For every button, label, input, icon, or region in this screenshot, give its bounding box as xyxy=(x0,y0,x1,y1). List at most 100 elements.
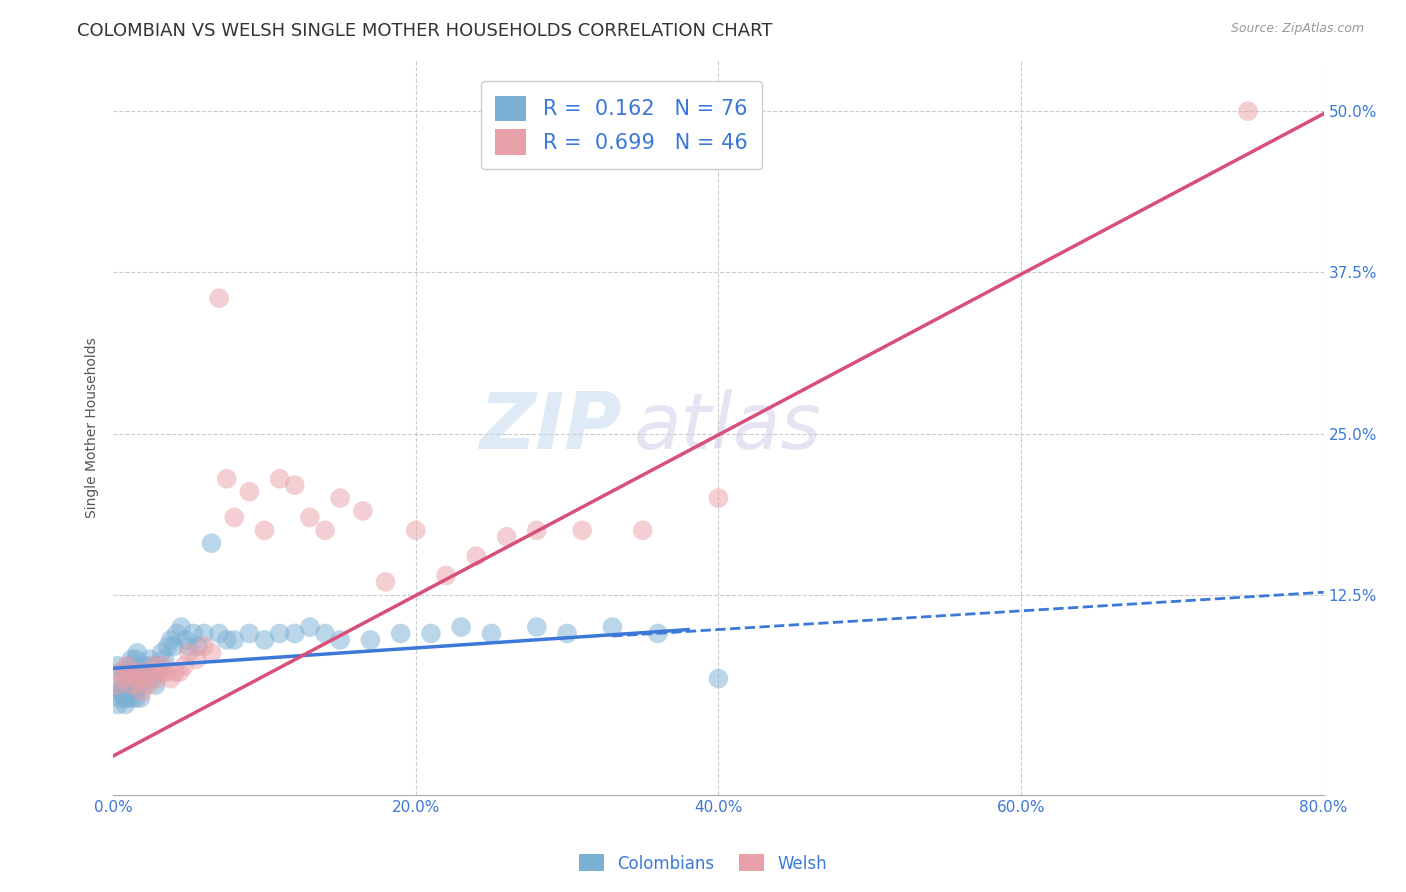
Point xyxy=(707,491,730,505)
Point xyxy=(128,665,150,680)
Point xyxy=(107,678,129,692)
Point xyxy=(145,678,167,692)
Point xyxy=(146,665,169,680)
Point xyxy=(159,672,181,686)
Point xyxy=(329,632,352,647)
Point xyxy=(139,665,162,680)
Text: COLOMBIAN VS WELSH SINGLE MOTHER HOUSEHOLDS CORRELATION CHART: COLOMBIAN VS WELSH SINGLE MOTHER HOUSEHO… xyxy=(77,22,773,40)
Point xyxy=(352,504,374,518)
Point xyxy=(215,472,238,486)
Point xyxy=(169,665,191,680)
Point xyxy=(117,684,139,698)
Point xyxy=(253,524,276,538)
Point xyxy=(120,652,142,666)
Point xyxy=(208,291,231,305)
Point xyxy=(124,665,146,680)
Point xyxy=(200,536,222,550)
Point xyxy=(707,672,730,686)
Point xyxy=(526,524,548,538)
Point xyxy=(121,678,143,692)
Legend: R =  0.162   N = 76, R =  0.699   N = 46: R = 0.162 N = 76, R = 0.699 N = 46 xyxy=(481,81,762,169)
Point xyxy=(434,568,457,582)
Point xyxy=(238,484,260,499)
Point xyxy=(284,626,307,640)
Point xyxy=(148,658,170,673)
Point xyxy=(129,690,152,705)
Point xyxy=(120,690,142,705)
Text: Source: ZipAtlas.com: Source: ZipAtlas.com xyxy=(1230,22,1364,36)
Point xyxy=(111,678,134,692)
Point xyxy=(631,524,654,538)
Point xyxy=(571,524,593,538)
Point xyxy=(118,658,141,673)
Point xyxy=(149,665,172,680)
Point xyxy=(186,652,208,666)
Point xyxy=(107,698,129,712)
Point xyxy=(112,672,135,686)
Point xyxy=(132,678,155,692)
Point xyxy=(215,632,238,647)
Point xyxy=(177,640,200,654)
Point xyxy=(117,678,139,692)
Point xyxy=(108,690,131,705)
Point xyxy=(314,626,336,640)
Point xyxy=(224,632,246,647)
Point xyxy=(121,672,143,686)
Point xyxy=(481,626,503,640)
Point xyxy=(163,640,186,654)
Point xyxy=(177,646,200,660)
Point xyxy=(128,672,150,686)
Point xyxy=(118,678,141,692)
Point xyxy=(359,632,381,647)
Point xyxy=(156,640,179,654)
Point xyxy=(152,658,174,673)
Point xyxy=(238,626,260,640)
Point xyxy=(134,672,156,686)
Text: ZIP: ZIP xyxy=(479,389,621,465)
Point xyxy=(141,672,163,686)
Point xyxy=(121,684,143,698)
Point xyxy=(173,658,195,673)
Point xyxy=(269,472,291,486)
Y-axis label: Single Mother Households: Single Mother Households xyxy=(86,337,100,517)
Point xyxy=(127,684,149,698)
Point xyxy=(526,620,548,634)
Point xyxy=(166,626,188,640)
Legend: Colombians, Welsh: Colombians, Welsh xyxy=(572,847,834,880)
Point xyxy=(112,678,135,692)
Point xyxy=(159,632,181,647)
Point xyxy=(495,530,517,544)
Point xyxy=(138,652,160,666)
Point xyxy=(131,684,153,698)
Point xyxy=(208,626,231,640)
Point xyxy=(329,491,352,505)
Point xyxy=(465,549,488,563)
Point xyxy=(602,620,624,634)
Point xyxy=(110,684,132,698)
Point xyxy=(419,626,441,640)
Point xyxy=(284,478,307,492)
Point xyxy=(174,632,197,647)
Point xyxy=(193,626,215,640)
Point xyxy=(314,524,336,538)
Point xyxy=(298,620,321,634)
Point xyxy=(389,626,412,640)
Point xyxy=(143,658,166,673)
Point xyxy=(125,652,148,666)
Point xyxy=(125,672,148,686)
Point xyxy=(129,665,152,680)
Point xyxy=(153,652,176,666)
Text: atlas: atlas xyxy=(634,389,821,465)
Point xyxy=(128,678,150,692)
Point xyxy=(253,632,276,647)
Point xyxy=(134,665,156,680)
Point xyxy=(114,698,136,712)
Point xyxy=(114,672,136,686)
Point xyxy=(405,524,427,538)
Point xyxy=(187,640,209,654)
Point xyxy=(1237,104,1260,119)
Point xyxy=(150,646,173,660)
Point xyxy=(183,626,205,640)
Point xyxy=(200,646,222,660)
Point xyxy=(170,620,193,634)
